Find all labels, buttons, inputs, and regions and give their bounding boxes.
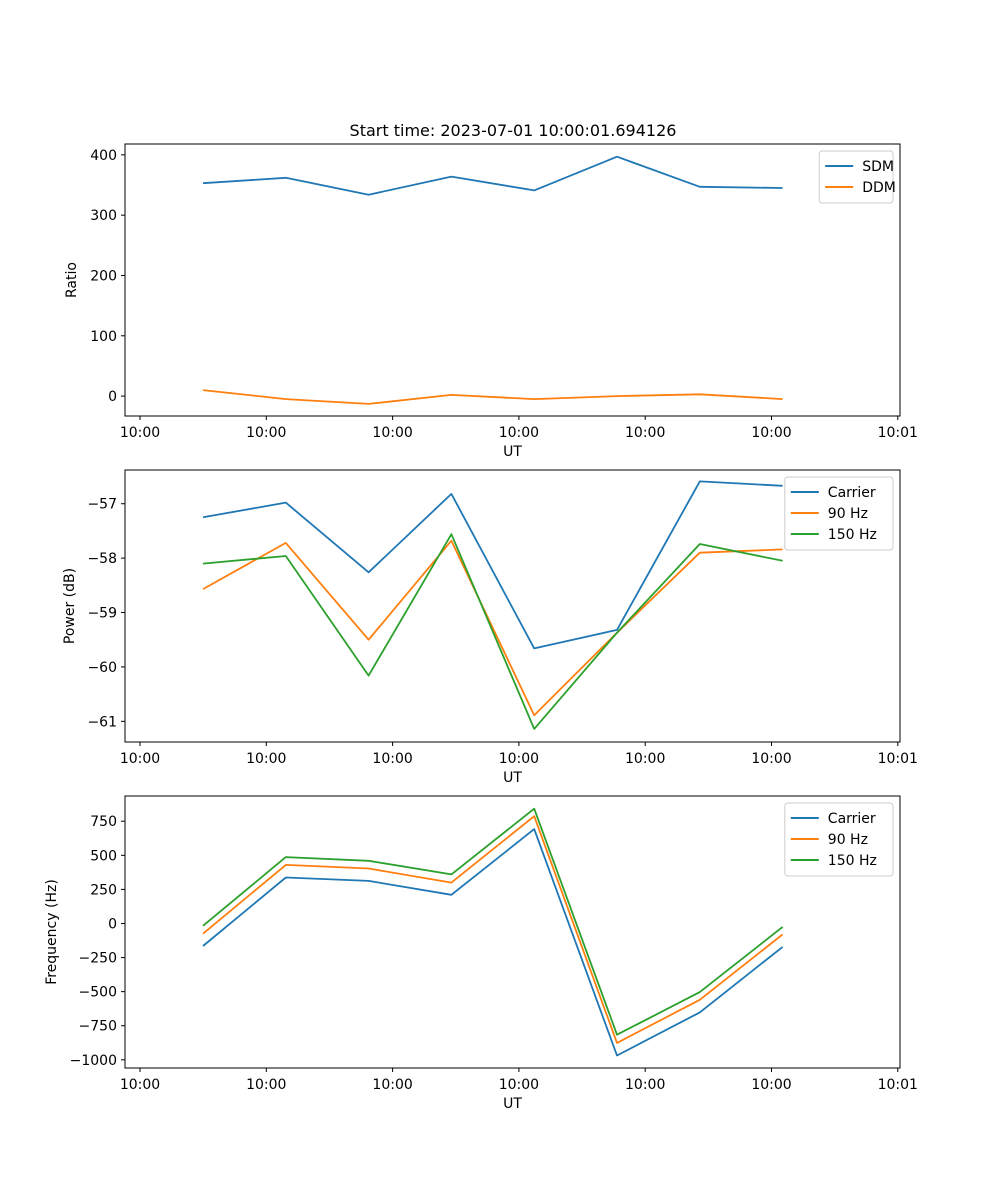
power-series-line-90-hz <box>202 539 783 717</box>
frequency-x-tick-label: 10:00 <box>499 1077 539 1093</box>
frequency-x-tick-label: 10:00 <box>751 1077 791 1093</box>
power-legend-label: Carrier <box>828 485 876 501</box>
frequency-y-tick-label: 250 <box>90 882 117 898</box>
frequency-x-axis-label: UT <box>503 1096 522 1112</box>
ratio-x-tick-label: 10:00 <box>499 425 539 441</box>
ratio-y-tick-label: 100 <box>90 329 117 345</box>
power-y-axis-label: Power (dB) <box>62 568 78 644</box>
panel-frequency: 10:00 10:00 10:00 10:00 10:00 10:00 10:01 750 50… <box>44 795 918 1112</box>
frequency-y-axis-label: Frequency (Hz) <box>44 879 60 985</box>
power-series-line-150-hz <box>202 533 783 730</box>
power-series-line-carrier <box>202 480 783 650</box>
chart-title: Start time: 2023-07-01 10:00:01.694126 <box>350 121 677 140</box>
power-x-tick-label: 10:01 <box>878 751 918 767</box>
ratio-y-tick-label: 0 <box>108 389 117 405</box>
frequency-series-line-carrier <box>202 828 784 1057</box>
frequency-y-tick-label: 750 <box>90 814 117 830</box>
ratio-x-tick-label: 10:00 <box>246 425 286 441</box>
ratio-series-line-ddm <box>202 389 783 405</box>
frequency-legend <box>784 802 894 877</box>
power-x-axis-label: UT <box>503 770 522 786</box>
power-x-tick-label: 10:00 <box>372 751 412 767</box>
frequency-y-tick-label: −250 <box>79 951 117 967</box>
ratio-y-tick-label: 200 <box>90 268 117 284</box>
frequency-series-line-90-hz <box>202 815 784 1044</box>
frequency-x-tick-label: 10:00 <box>120 1077 160 1093</box>
power-legend-label: 90 Hz <box>828 506 868 522</box>
panel-power: 10:00 10:00 10:00 10:00 10:00 10:00 10:01 −57 −5… <box>62 469 918 786</box>
power-x-tick-label: 10:00 <box>625 751 665 767</box>
frequency-legend-label: 150 Hz <box>828 853 877 869</box>
frequency-series-line-150-hz <box>202 807 784 1036</box>
frequency-y-tick-label: 0 <box>108 916 117 932</box>
ratio-legend-label: DDM <box>862 180 896 196</box>
power-y-tick-label: −60 <box>87 660 117 676</box>
power-y-tick-label: −59 <box>87 606 117 622</box>
power-y-tick-label: −58 <box>87 551 117 567</box>
ratio-x-tick-label: 10:00 <box>751 425 791 441</box>
power-y-tick-label: −57 <box>87 497 117 513</box>
frequency-x-tick-label: 10:00 <box>246 1077 286 1093</box>
ratio-plot-frame <box>124 143 901 417</box>
ratio-x-tick-label: 10:00 <box>120 425 160 441</box>
ratio-x-tick-label: 10:01 <box>878 425 918 441</box>
power-x-tick-label: 10:00 <box>751 751 791 767</box>
power-legend-label: 150 Hz <box>828 527 877 543</box>
frequency-y-tick-label: −500 <box>79 985 117 1001</box>
frequency-y-tick-label: −750 <box>79 1019 117 1035</box>
panel-ratio: 10:00 10:00 10:00 10:00 10:00 10:00 10:01 0 100 2… <box>64 143 918 460</box>
power-plot-frame <box>124 469 901 743</box>
power-x-tick-label: 10:00 <box>120 751 160 767</box>
frequency-y-tick-label: 500 <box>90 848 117 864</box>
ratio-x-tick-label: 10:00 <box>625 425 665 441</box>
frequency-y-tick-label: −1000 <box>70 1053 117 1069</box>
power-x-tick-label: 10:00 <box>499 751 539 767</box>
frequency-legend-label: 90 Hz <box>828 832 868 848</box>
ratio-legend-label: SDM <box>862 159 894 175</box>
frequency-x-tick-label: 10:00 <box>372 1077 412 1093</box>
power-y-tick-label: −61 <box>87 714 117 730</box>
frequency-x-tick-label: 10:01 <box>878 1077 918 1093</box>
ratio-series-line-sdm <box>202 155 783 196</box>
ratio-x-tick-label: 10:00 <box>372 425 412 441</box>
ratio-y-tick-label: 400 <box>90 148 117 164</box>
power-x-tick-label: 10:00 <box>246 751 286 767</box>
ratio-legend <box>818 150 894 204</box>
ratio-y-axis-label: Ratio <box>64 262 80 298</box>
power-legend <box>784 476 894 551</box>
ratio-y-tick-label: 300 <box>90 208 117 224</box>
ratio-x-axis-label: UT <box>503 444 522 460</box>
frequency-x-tick-label: 10:00 <box>625 1077 665 1093</box>
frequency-plot-frame <box>124 795 901 1069</box>
frequency-legend-label: Carrier <box>828 811 876 827</box>
